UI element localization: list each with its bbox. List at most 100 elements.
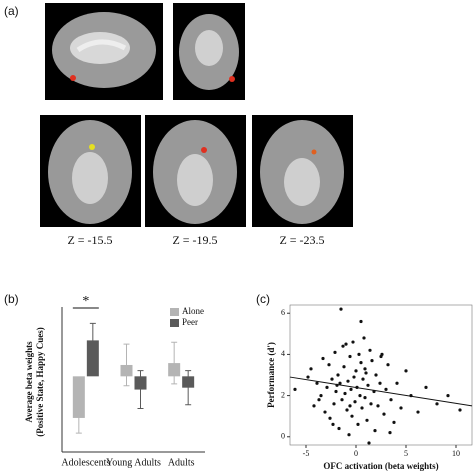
point bbox=[344, 342, 348, 346]
point bbox=[424, 385, 428, 389]
plot-frame bbox=[289, 304, 473, 446]
error-bar bbox=[123, 343, 130, 387]
y-tick-label: 6 bbox=[281, 308, 285, 317]
point bbox=[341, 344, 345, 348]
annotation: * bbox=[82, 294, 89, 309]
point bbox=[293, 387, 297, 392]
point bbox=[352, 375, 356, 379]
point bbox=[328, 416, 332, 420]
point bbox=[362, 336, 366, 340]
z-label: Z = -15.5 bbox=[67, 233, 112, 247]
panel-label: (c) bbox=[256, 292, 270, 306]
x-tick-label: 5 bbox=[404, 449, 408, 458]
point bbox=[367, 441, 371, 445]
legend-swatch bbox=[170, 319, 179, 327]
point bbox=[360, 406, 364, 410]
point bbox=[369, 402, 373, 406]
point bbox=[309, 367, 313, 371]
x-tick-label: Adults bbox=[168, 457, 195, 468]
point bbox=[342, 365, 346, 369]
point bbox=[357, 352, 361, 357]
point bbox=[353, 400, 357, 404]
point bbox=[348, 354, 352, 359]
point bbox=[343, 391, 347, 396]
point bbox=[382, 412, 386, 416]
point bbox=[389, 398, 393, 402]
point bbox=[399, 406, 403, 410]
point bbox=[363, 367, 367, 371]
point bbox=[332, 402, 336, 406]
point bbox=[388, 431, 392, 435]
point bbox=[379, 354, 383, 359]
point bbox=[350, 414, 354, 418]
point bbox=[356, 422, 360, 427]
point bbox=[336, 373, 340, 377]
point bbox=[323, 410, 327, 414]
point bbox=[319, 393, 323, 398]
point bbox=[325, 385, 329, 389]
point bbox=[366, 383, 370, 387]
point bbox=[363, 396, 367, 400]
point bbox=[435, 402, 439, 406]
z-label: Z = -19.5 bbox=[172, 233, 217, 247]
point bbox=[374, 373, 378, 377]
legend-label: Peer bbox=[182, 317, 198, 327]
brain-images bbox=[40, 3, 353, 227]
point bbox=[365, 418, 369, 422]
y-axis-label: (Positive State, Happy Cues) bbox=[35, 327, 45, 437]
x-tick-label: Adolescents bbox=[61, 457, 110, 468]
y-axis-label: Performance (d') bbox=[266, 342, 276, 408]
error-bar bbox=[89, 322, 96, 358]
point bbox=[334, 389, 338, 394]
point bbox=[378, 381, 382, 385]
y-tick-label: 4 bbox=[281, 349, 285, 358]
point bbox=[317, 398, 321, 402]
point bbox=[315, 381, 319, 385]
bar bbox=[72, 376, 85, 418]
x-tick-label: 0 bbox=[354, 449, 358, 458]
error-bar bbox=[137, 370, 144, 409]
point bbox=[351, 340, 355, 344]
point bbox=[368, 348, 372, 352]
point bbox=[354, 369, 358, 373]
point bbox=[347, 433, 351, 437]
x-tick-label: Young Adults bbox=[106, 457, 161, 468]
point bbox=[346, 379, 350, 383]
point bbox=[364, 371, 368, 375]
point bbox=[376, 404, 380, 408]
point bbox=[330, 377, 334, 381]
point bbox=[337, 426, 341, 431]
point bbox=[370, 358, 374, 363]
point bbox=[349, 387, 353, 392]
point bbox=[306, 375, 310, 379]
error-bar bbox=[75, 402, 82, 434]
point bbox=[359, 361, 363, 365]
y-tick-label: 2 bbox=[281, 390, 285, 399]
bar bbox=[86, 340, 99, 377]
x-tick-label: -5 bbox=[303, 449, 310, 458]
point bbox=[321, 356, 325, 361]
x-tick-label: 10 bbox=[452, 449, 460, 458]
y-tick-label: 0 bbox=[281, 432, 285, 441]
point bbox=[359, 319, 363, 324]
point bbox=[458, 408, 462, 412]
point bbox=[373, 428, 377, 433]
panel-label: (b) bbox=[4, 292, 19, 306]
point bbox=[327, 363, 331, 367]
point bbox=[339, 307, 343, 311]
point bbox=[312, 404, 316, 408]
error-bar bbox=[185, 370, 192, 406]
point bbox=[384, 387, 388, 392]
x-axis-label: OFC activation (beta weights) bbox=[323, 461, 438, 471]
point bbox=[361, 377, 365, 381]
point bbox=[348, 404, 352, 408]
point bbox=[333, 350, 337, 354]
point bbox=[358, 393, 362, 398]
trend-line bbox=[289, 376, 473, 407]
y-axis-label: Average beta weights bbox=[24, 341, 34, 423]
point bbox=[340, 398, 344, 402]
point bbox=[345, 408, 349, 412]
point bbox=[446, 393, 450, 398]
point bbox=[404, 369, 408, 373]
